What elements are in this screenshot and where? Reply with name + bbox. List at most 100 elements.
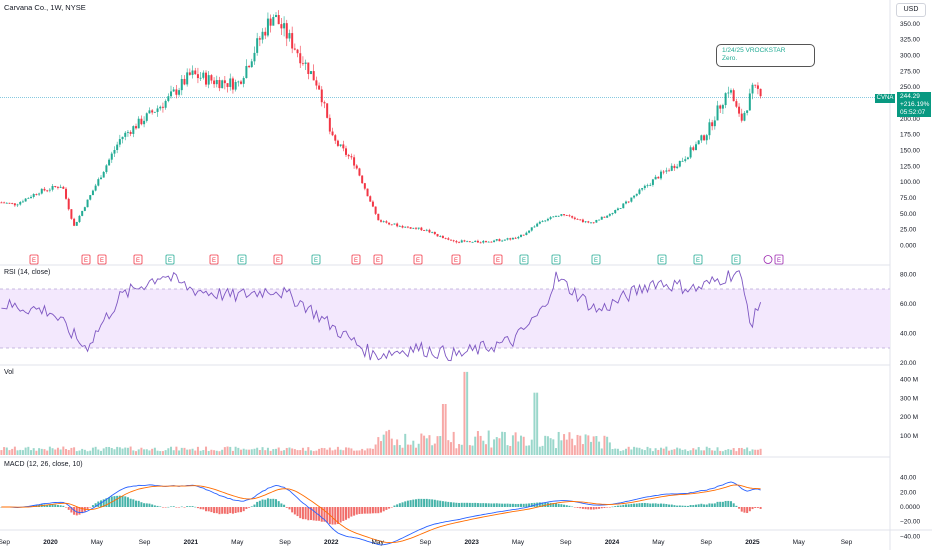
macd-hist-bar — [684, 505, 687, 507]
macd-hist-bar — [388, 507, 391, 509]
macd-hist-bar — [606, 507, 609, 508]
volume-bar — [694, 449, 697, 455]
candle-body — [258, 38, 261, 40]
candle-body — [353, 157, 356, 166]
volume-bar — [428, 435, 431, 455]
macd-hist-bar — [649, 503, 652, 507]
candle-body — [544, 220, 547, 222]
macd-hist-bar — [353, 507, 356, 516]
macd-hist-bar — [425, 498, 428, 507]
volume-bar — [156, 450, 159, 455]
macd-hist-bar — [196, 507, 199, 509]
candle-body — [180, 78, 183, 91]
candle-body — [568, 215, 571, 217]
volume-bar — [449, 442, 452, 455]
candle-body — [13, 203, 16, 206]
candle-body — [0, 202, 3, 204]
volume-bar — [536, 392, 539, 455]
volume-bar — [549, 438, 552, 455]
earnings-marker — [209, 254, 219, 265]
macd-hist-bar — [54, 504, 57, 507]
volume-bar — [668, 450, 671, 455]
volume-bar — [183, 447, 186, 455]
candle-body — [646, 185, 649, 187]
candle-body — [11, 202, 14, 204]
macd-hist-bar — [727, 500, 730, 507]
candle-body — [708, 122, 711, 136]
macd-hist-bar — [476, 503, 479, 507]
rsi-tick-label: 20.00 — [900, 360, 917, 367]
candle-body — [565, 215, 568, 216]
macd-hist-bar — [67, 507, 70, 510]
candle-body — [525, 232, 528, 236]
earnings-marker-label: E — [734, 258, 738, 264]
currency-selector[interactable]: USD — [896, 3, 926, 17]
volume-bar — [336, 446, 339, 455]
macd-hist-bar — [522, 503, 525, 507]
volume-bar — [425, 438, 428, 455]
candle-body — [355, 165, 358, 169]
macd-hist-bar — [240, 507, 243, 513]
candle-body — [153, 111, 156, 113]
macd-hist-bar — [517, 503, 520, 507]
macd-hist-bar — [380, 507, 383, 513]
volume-bar — [703, 450, 706, 455]
macd-hist-bar — [428, 499, 431, 507]
volume-bar — [517, 441, 520, 455]
macd-hist-bar — [250, 506, 253, 507]
price-tick-label: 50.00 — [900, 211, 917, 218]
candle-body — [280, 24, 283, 29]
macd-hist-bar — [692, 505, 695, 507]
macd-hist-bar — [751, 507, 754, 510]
macd-hist-bar — [347, 507, 350, 519]
candle-body — [275, 15, 278, 17]
macd-hist-bar — [509, 503, 512, 507]
macd-hist-bar — [748, 507, 751, 512]
volume-bar — [46, 450, 49, 455]
volume-bar — [207, 450, 210, 455]
volume-bar — [129, 446, 132, 455]
volume-bar — [649, 448, 652, 455]
volume-bar — [568, 432, 571, 455]
candle-body — [89, 195, 92, 200]
volume-bar — [466, 371, 469, 455]
macd-hist-bar — [183, 507, 186, 508]
idea-annotation[interactable]: 1/24/25 VROCKSTAR Zero. — [716, 44, 815, 67]
macd-hist-bar — [129, 498, 132, 507]
volume-bar — [385, 431, 388, 455]
volume-bar — [538, 446, 541, 455]
earnings-marker — [373, 254, 383, 265]
candle-body — [266, 18, 269, 36]
volume-bar — [581, 444, 584, 455]
macd-tick-label: 0.0000 — [900, 504, 920, 511]
macd-hist-bar — [676, 505, 679, 507]
volume-bar — [754, 449, 757, 455]
candle-body — [70, 209, 73, 219]
macd-hist-bar — [657, 503, 660, 507]
volume-bar — [479, 435, 482, 455]
candle-body — [705, 135, 708, 141]
time-tick-label: 2024 — [605, 539, 620, 546]
candle-body — [541, 221, 544, 222]
macd-hist-bar — [549, 502, 552, 507]
macd-hist-bar — [716, 501, 719, 507]
volume-bar — [746, 447, 749, 455]
candle-body — [94, 185, 97, 191]
volume-bar — [229, 446, 232, 455]
macd-hist-bar — [721, 501, 724, 507]
candle-body — [641, 188, 644, 190]
candle-body — [396, 223, 399, 227]
volume-bar — [159, 451, 162, 455]
candle-body — [221, 80, 224, 89]
candle-body — [148, 110, 151, 114]
volume-bar — [390, 438, 393, 455]
price-candles — [0, 10, 762, 244]
volume-bar — [382, 434, 385, 455]
candle-body — [299, 53, 302, 64]
volume-bar — [600, 448, 603, 455]
macd-hist-bar — [178, 507, 181, 508]
macd-hist-bar — [724, 500, 727, 507]
macd-hist-bar — [471, 502, 474, 507]
macd-hist-bar — [62, 505, 65, 507]
